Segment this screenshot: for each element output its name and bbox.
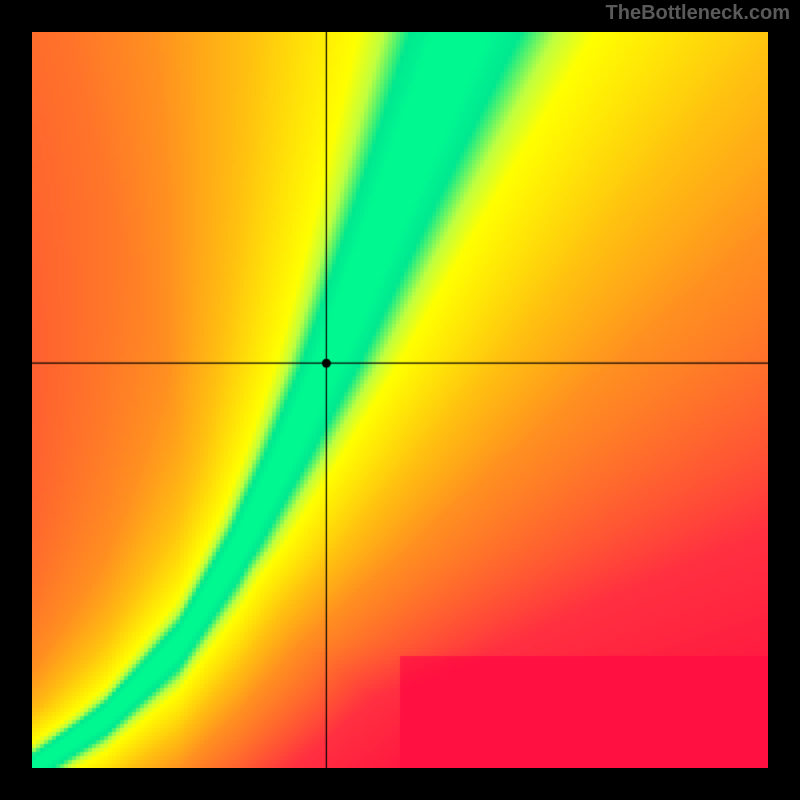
bottleneck-heatmap [32,32,768,768]
heatmap-canvas [32,32,768,768]
watermark-text: TheBottleneck.com [606,2,790,25]
